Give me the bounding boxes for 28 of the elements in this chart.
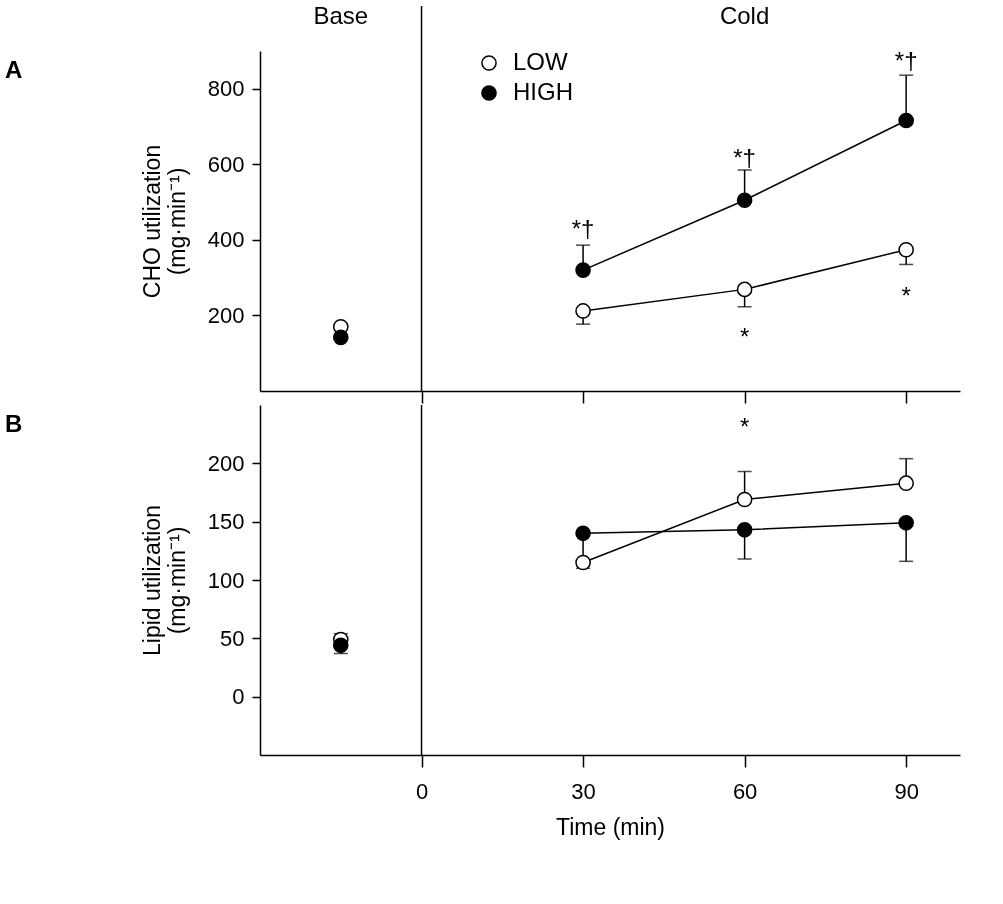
x-axis-title: Time (min) <box>555 813 666 840</box>
annotation: * <box>739 413 750 441</box>
y-tick-label: 800 <box>207 76 245 102</box>
legend-label: LOW <box>513 48 569 75</box>
legend-label: HIGH <box>513 78 573 105</box>
y-tick-label: 50 <box>220 625 245 651</box>
y-tick-label: 150 <box>207 509 245 535</box>
y-tick-label: 600 <box>207 151 245 177</box>
text: A <box>5 56 23 83</box>
annotation: *† <box>571 215 595 243</box>
y-axis-title: Lipid utilization (mg·min⁻¹) <box>138 505 190 656</box>
text: Cold <box>719 2 770 29</box>
text: Base <box>313 2 369 29</box>
x-tick-label: 60 <box>732 778 758 804</box>
x-tick-label: 30 <box>571 778 596 804</box>
y-tick-label: 200 <box>207 450 245 476</box>
y-tick-label: 0 <box>232 684 245 710</box>
y-tick-label: 100 <box>207 567 245 593</box>
annotation: * <box>901 281 911 309</box>
annotation: *† <box>894 47 918 75</box>
x-tick-label: 90 <box>894 778 919 804</box>
annotation: *† <box>733 143 756 171</box>
annotation: * <box>739 323 750 351</box>
x-tick-label: 0 <box>415 778 429 804</box>
y-tick-label: 400 <box>207 227 245 253</box>
y-tick-label: 200 <box>207 302 245 328</box>
y-axis-title: CHO utilization (mg·min⁻¹) <box>138 144 190 299</box>
text: B <box>5 410 23 437</box>
